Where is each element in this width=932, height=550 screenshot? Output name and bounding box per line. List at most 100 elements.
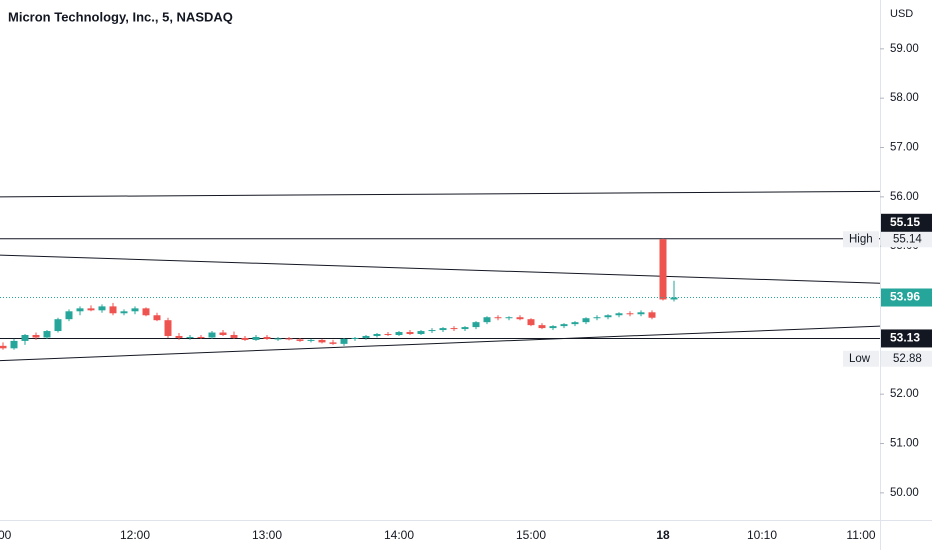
- candle-body: [208, 332, 216, 338]
- x-tick-label: 18: [656, 528, 670, 542]
- candle-body: [362, 335, 370, 338]
- candle-body: [263, 336, 271, 339]
- x-tick-label: :00: [0, 528, 12, 542]
- candle-body: [417, 331, 425, 335]
- y-tick-label: 51.00: [890, 438, 919, 450]
- price-axis: 50.0051.0052.0055.0056.0057.0058.0059.00…: [843, 43, 932, 499]
- x-tick-label: 14:00: [384, 528, 414, 542]
- chart-title: Micron Technology, Inc., 5, NASDAQ: [8, 9, 233, 24]
- candle-body: [461, 327, 469, 330]
- line-price-label: 55.15: [890, 215, 920, 229]
- candle-body: [175, 335, 183, 338]
- candle-body: [285, 338, 293, 340]
- candle-body: [494, 317, 502, 319]
- candle-body: [659, 239, 667, 300]
- candle-body: [406, 332, 414, 335]
- candle-body: [351, 337, 359, 339]
- candle-body: [0, 345, 7, 349]
- x-tick-label: 10:10: [747, 528, 777, 542]
- candle-body: [538, 325, 546, 329]
- candle-body: [120, 311, 128, 314]
- y-tick-label: 56.00: [890, 191, 919, 203]
- candle-body: [241, 337, 249, 340]
- line-price-label: 53.13: [890, 331, 920, 345]
- candle-body: [274, 338, 282, 340]
- candle-body: [197, 336, 205, 338]
- candle-body: [626, 313, 634, 315]
- candle-body: [450, 328, 458, 330]
- line-price-box: [881, 329, 932, 348]
- x-tick-label: 15:00: [516, 528, 546, 542]
- candle-body: [76, 308, 84, 312]
- candle-body: [186, 336, 194, 338]
- candle-body: [329, 342, 337, 344]
- candle-body: [395, 332, 403, 335]
- candle-body: [98, 306, 106, 311]
- candle-body: [428, 330, 436, 332]
- marker-tag-box: [843, 350, 879, 367]
- candle-body: [219, 332, 227, 335]
- candle-body: [615, 313, 623, 316]
- marker-value-box: [881, 231, 932, 248]
- candle-body: [527, 319, 535, 326]
- candle-body: [637, 312, 645, 315]
- candle-body: [10, 340, 18, 349]
- candle-body: [230, 334, 238, 338]
- candle-body: [153, 315, 161, 321]
- candle-body: [516, 317, 524, 320]
- x-tick-label: 12:00: [120, 528, 150, 542]
- y-tick-label: 52.00: [890, 388, 919, 400]
- last-price-label: 53.96: [890, 290, 920, 304]
- candle-body: [164, 320, 172, 336]
- candle-body: [593, 317, 601, 319]
- candle-body: [109, 306, 117, 314]
- last-price-box: [881, 288, 932, 307]
- trendline: [0, 325, 881, 362]
- y-tick-label: 57.00: [890, 142, 919, 154]
- candle-body: [340, 338, 348, 344]
- candle-body: [87, 308, 95, 311]
- candle-body: [373, 334, 381, 336]
- candle-body: [131, 308, 139, 312]
- candle-body: [318, 339, 326, 343]
- candle-body: [252, 336, 260, 340]
- x-tick-label: 11:00: [846, 528, 875, 542]
- candle-body: [32, 334, 40, 338]
- candle-body: [472, 322, 480, 328]
- trendline: [0, 254, 881, 284]
- candle-body: [296, 339, 304, 341]
- y-tick-label: 58.00: [890, 92, 919, 104]
- marker-value: 55.14: [893, 233, 922, 245]
- candle-body: [648, 312, 656, 318]
- candle-body: [505, 317, 513, 319]
- line-price-box: [881, 213, 932, 232]
- candle-body: [571, 322, 579, 325]
- candle-body: [43, 331, 51, 338]
- candle-body: [65, 311, 73, 320]
- marker-value-box: [881, 350, 932, 367]
- candle-body: [439, 328, 447, 331]
- y-tick-label: 50.00: [890, 487, 919, 499]
- x-tick-label: 13:00: [252, 528, 282, 542]
- candle-body: [142, 308, 150, 316]
- candle-body: [384, 334, 392, 336]
- y-tick-label: 59.00: [890, 43, 919, 55]
- candle-body: [560, 324, 568, 327]
- marker-value: 52.88: [893, 353, 922, 365]
- candle-body: [549, 326, 557, 329]
- trendline: [0, 190, 881, 198]
- marker-tag: Low: [849, 353, 871, 365]
- candle-body: [604, 315, 612, 318]
- currency-label: USD: [890, 8, 913, 20]
- candle-body: [483, 317, 491, 323]
- marker-tag: High: [849, 233, 873, 245]
- plot: [0, 190, 881, 362]
- candle-body: [21, 334, 29, 341]
- candle-body: [582, 318, 590, 323]
- marker-tag-box: [843, 231, 879, 248]
- candle-body: [54, 319, 62, 332]
- candle-body: [670, 297, 678, 300]
- candle-body: [307, 339, 315, 341]
